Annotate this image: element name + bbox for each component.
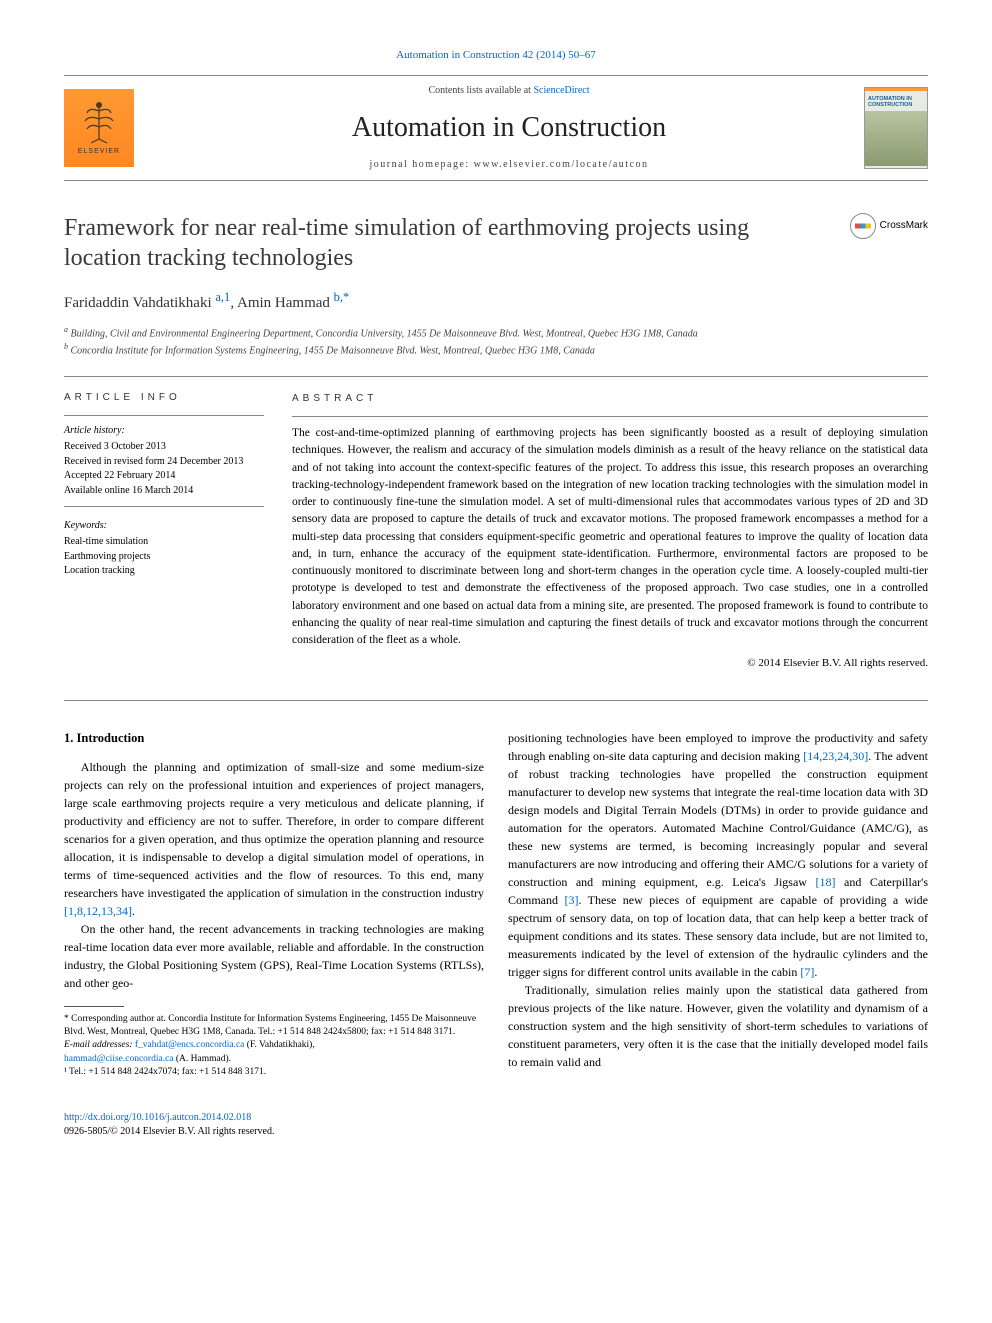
header-center: Contents lists available at ScienceDirec… [154, 84, 864, 171]
keyword-3: Location tracking [64, 564, 264, 579]
corresponding-author: * Corresponding author at. Concordia Ins… [64, 1013, 484, 1040]
intro-p4: Traditionally, simulation relies mainly … [508, 981, 928, 1071]
online-date: Available online 16 March 2014 [64, 484, 264, 499]
elsevier-text: ELSEVIER [78, 147, 120, 157]
journal-header: ELSEVIER Contents lists available at Sci… [64, 75, 928, 180]
revised-date: Received in revised form 24 December 201… [64, 455, 264, 470]
issn-line: 0926-5805/© 2014 Elsevier B.V. All right… [64, 1126, 274, 1137]
author-sep: , [230, 295, 237, 311]
cite-1[interactable]: [1,8,12,13,34] [64, 904, 132, 918]
contents-line: Contents lists available at ScienceDirec… [154, 84, 864, 98]
intro-p1: Although the planning and optimization o… [64, 758, 484, 920]
received-date: Received 3 October 2013 [64, 440, 264, 455]
author-2-name: Amin Hammad [237, 295, 334, 311]
abstract-text: The cost-and-time-optimized planning of … [292, 425, 928, 649]
author-2-affil[interactable]: b, [334, 290, 343, 304]
journal-reference-link[interactable]: Automation in Construction 42 (2014) 50–… [396, 49, 596, 61]
elsevier-logo: ELSEVIER [64, 89, 134, 167]
abstract-copyright: © 2014 Elsevier B.V. All rights reserved… [292, 655, 928, 672]
article-title: Framework for near real-time simulation … [64, 213, 928, 273]
sciencedirect-link[interactable]: ScienceDirect [533, 85, 589, 96]
affiliation-a: a Building, Civil and Environmental Engi… [64, 324, 928, 341]
abstract-heading: abstract [292, 391, 928, 406]
author-2-corr[interactable]: * [343, 290, 349, 304]
author-1-affil[interactable]: a,1 [215, 290, 230, 304]
intro-p2: On the other hand, the recent advancemen… [64, 920, 484, 992]
crossmark-label: CrossMark [880, 219, 928, 233]
email-1[interactable]: f_vahdat@encs.concordia.ca [135, 1040, 245, 1050]
accepted-date: Accepted 22 February 2014 [64, 469, 264, 484]
tel-footnote: ¹ Tel.: +1 514 848 2424x7074; fax: +1 51… [64, 1066, 484, 1079]
doi-link[interactable]: http://dx.doi.org/10.1016/j.autcon.2014.… [64, 1112, 251, 1123]
section-1-heading: 1. Introduction [64, 729, 484, 748]
journal-homepage: journal homepage: www.elsevier.com/locat… [154, 158, 864, 172]
journal-reference: Automation in Construction 42 (2014) 50–… [64, 48, 928, 63]
crossmark-badge[interactable]: CrossMark [850, 213, 928, 239]
article-info-heading: article info [64, 391, 264, 405]
page-footer: http://dx.doi.org/10.1016/j.autcon.2014.… [64, 1111, 928, 1139]
email-2[interactable]: hammad@ciise.concordia.ca [64, 1054, 174, 1064]
cite-2[interactable]: [14,23,24,30] [803, 749, 868, 763]
body-text: 1. Introduction Although the planning an… [64, 729, 928, 1079]
title-block: Framework for near real-time simulation … [64, 213, 928, 273]
journal-title: Automation in Construction [154, 108, 864, 147]
cite-5[interactable]: [7] [800, 965, 814, 979]
cite-3[interactable]: [18] [815, 875, 835, 889]
intro-p3: positioning technologies have been emplo… [508, 729, 928, 981]
keyword-2: Earthmoving projects [64, 550, 264, 565]
affiliation-b: b Concordia Institute for Information Sy… [64, 341, 928, 358]
contents-prefix: Contents lists available at [428, 85, 533, 96]
cover-thumb-title: AUTOMATION IN CONSTRUCTION [865, 93, 927, 111]
footnotes: * Corresponding author at. Concordia Ins… [64, 1013, 484, 1079]
affiliations: a Building, Civil and Environmental Engi… [64, 324, 928, 359]
email-line: E-mail addresses: f_vahdat@encs.concordi… [64, 1039, 484, 1066]
meta-block: article info Article history: Received 3… [64, 376, 928, 672]
crossmark-icon [850, 213, 876, 239]
cite-4[interactable]: [3] [564, 893, 578, 907]
keywords-block: Keywords: Real-time simulation Earthmovi… [64, 519, 264, 579]
history-label: Article history: [64, 424, 264, 438]
authors: Faridaddin Vahdatikhaki a,1, Amin Hammad… [64, 289, 928, 314]
section-divider [64, 700, 928, 701]
keyword-1: Real-time simulation [64, 535, 264, 550]
abstract: abstract The cost-and-time-optimized pla… [292, 391, 928, 672]
journal-cover-thumbnail: AUTOMATION IN CONSTRUCTION [864, 87, 928, 169]
author-1-name: Faridaddin Vahdatikhaki [64, 295, 215, 311]
footnote-rule [64, 1006, 124, 1007]
keywords-label: Keywords: [64, 519, 264, 533]
elsevier-tree-icon [79, 99, 119, 144]
article-info: article info Article history: Received 3… [64, 391, 264, 672]
